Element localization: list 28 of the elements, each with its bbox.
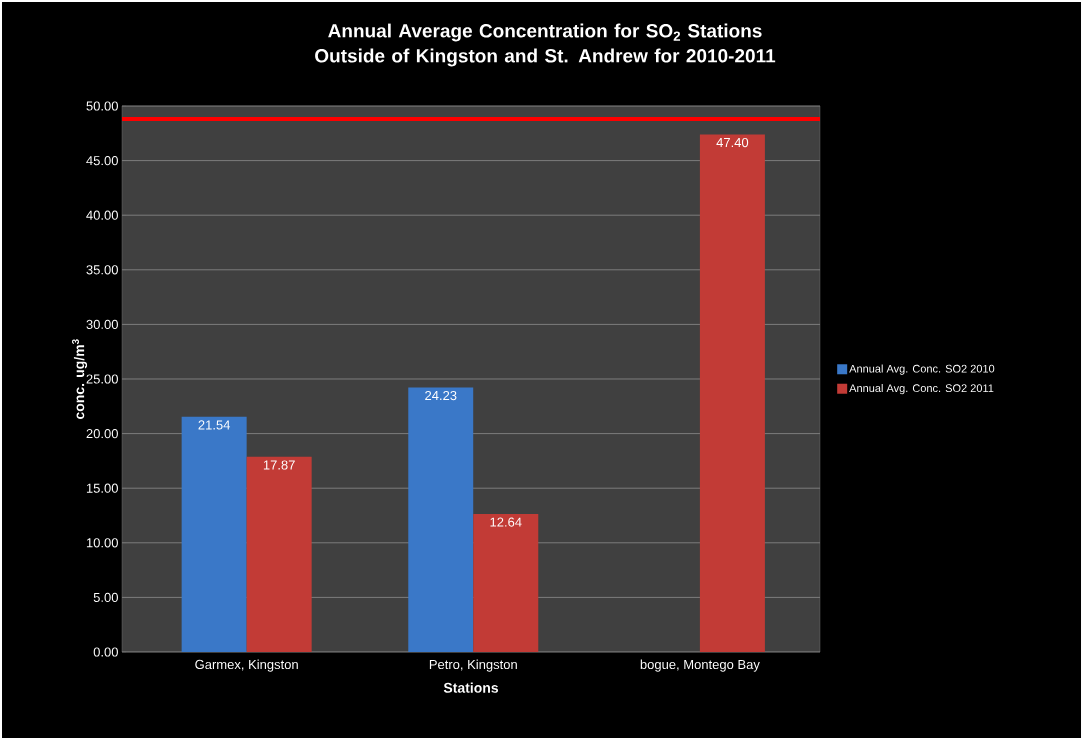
- y-tick-label: 15.00: [86, 483, 118, 493]
- legend-label: Annual Avg. Conc. SO2 2010: [849, 364, 995, 375]
- x-tick-label: Garmex, Kingston: [195, 659, 298, 672]
- y-tick-label: 40.00: [86, 210, 118, 220]
- data-label: 24.23: [425, 390, 457, 401]
- data-label: 12.64: [490, 517, 522, 527]
- data-label: 21.54: [198, 420, 231, 430]
- chart-title: Annual Average Concentration for SO$_{2}$ Stations Outside of Kingston and St. Andrew for 2010-2011: [315, 23, 776, 67]
- y-tick-label: 30.00: [86, 319, 118, 329]
- y-tick-label: 50.00: [86, 101, 118, 111]
- bar: [473, 513, 539, 652]
- y-tick-label: 35.00: [86, 265, 118, 275]
- data-label: 17.87: [263, 460, 295, 470]
- data-label: 47.40: [716, 137, 749, 148]
- y-tick-label: 20.00: [86, 428, 118, 439]
- x-tick-label: bogue, Montego Bay: [640, 659, 760, 672]
- y-tick-label: 10.00: [86, 538, 118, 548]
- bar: [181, 416, 247, 652]
- y-tick-label: 45.00: [86, 155, 118, 166]
- bar: [699, 134, 765, 652]
- x-tick-label: Petro, Kingston: [429, 659, 517, 672]
- y-tick-label: 25.00: [86, 374, 118, 384]
- legend-label: Annual Avg. Conc. SO2 2011: [849, 384, 994, 395]
- bar: [246, 456, 312, 652]
- y-tick-label: 0.00: [93, 647, 118, 657]
- bar: [408, 387, 474, 652]
- x-axis-title: Stations: [443, 682, 499, 693]
- y-tick-label: 5.00: [93, 592, 118, 602]
